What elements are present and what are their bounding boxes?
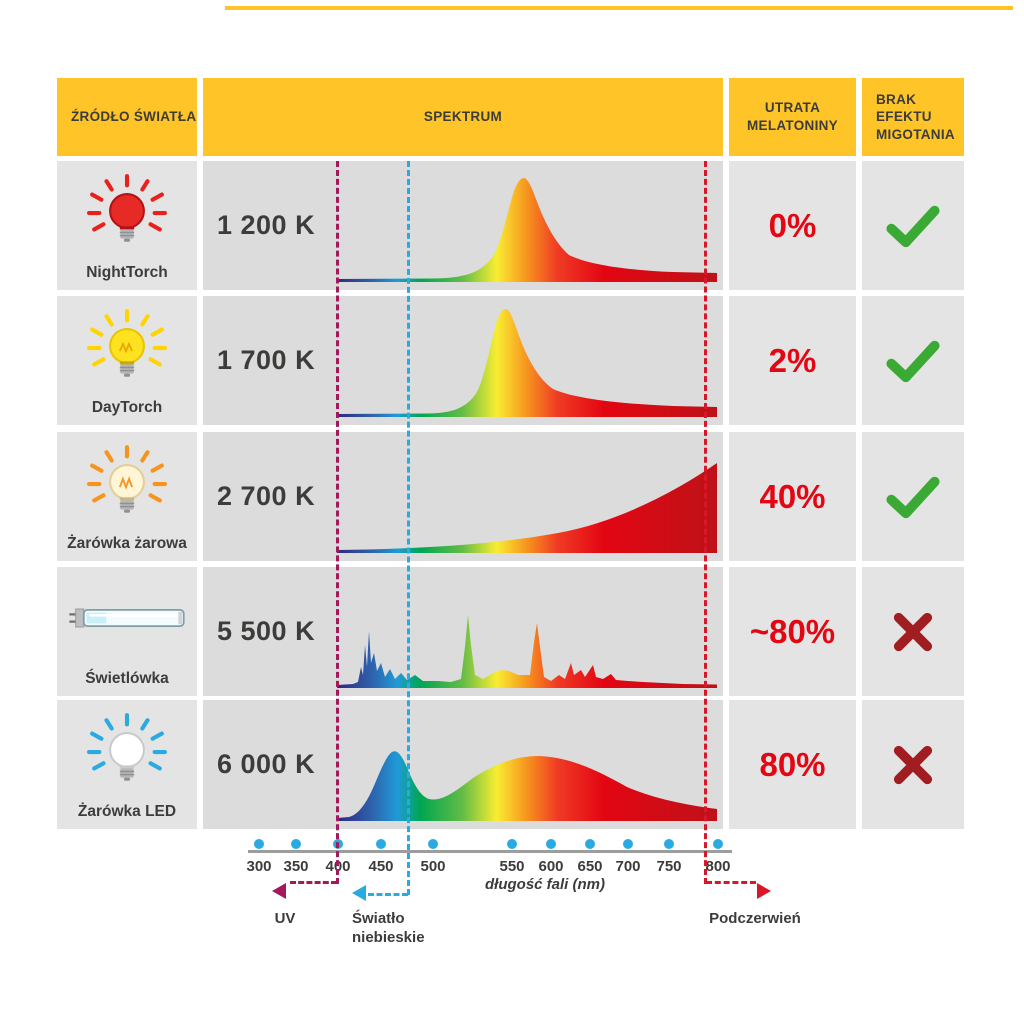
source-cell-fluorescent: Świetlówka [57,567,197,696]
axis-dot [713,839,723,849]
spectrum-plot-6000k [337,751,717,821]
flicker-cell [862,161,964,290]
spectrum-cell-5500k: 5 500 K [203,567,723,696]
axis-dot [585,839,595,849]
flicker-cell [862,296,964,425]
header-flicker-column: BRAK EFEKTU MIGOTANIA [862,78,964,156]
check-icon [886,340,940,382]
check-icon [886,476,940,518]
temperature-label: 6 000 K [217,749,316,779]
blue-light-label: Światło niebieskie [352,910,425,946]
led-bulb-icon [87,713,167,782]
source-cell-daytorch: DayTorch [57,296,197,425]
source-cell-nighttorch: NightTorch [57,161,197,290]
axis-tick-650: 650 [577,858,603,875]
axis-tick-450: 450 [368,858,394,875]
check-icon [886,205,940,247]
uv-arrow-icon [272,883,286,899]
uv-label: UV [274,910,296,927]
axis-tick-700: 700 [615,858,641,875]
temperature-label: 5 500 K [217,616,316,646]
axis-dot [507,839,517,849]
source-name: NightTorch [86,263,168,281]
header-spectrum-column: SPEKTRUM [203,78,723,156]
header-source-column: ŹRÓDŁO ŚWIATŁA [57,78,197,156]
axis-tick-550: 550 [499,858,525,875]
axis-dot [623,839,633,849]
cross-icon [893,745,933,784]
axis-dot [546,839,556,849]
melatonin-value: ~80% [749,612,836,650]
axis-title: długość fali (nm) [485,876,605,893]
spectrum-plot-2700k [337,463,717,553]
source-name: Żarówka LED [77,802,177,820]
cross-icon [893,612,933,651]
axis-dot [664,839,674,849]
melatonin-value: 40% [759,477,826,515]
header-melatonin-label: UTRATA MELATONINY [746,100,838,133]
source-cell-incandescent: Żarówka żarowa [57,432,197,561]
axis-tick-300: 300 [246,858,272,875]
melatonin-cell: 80% [729,700,856,829]
header-spectrum-label: SPEKTRUM [423,109,503,125]
flicker-cell [862,567,964,696]
melatonin-value: 80% [759,745,826,783]
warm-bulb-icon [87,445,167,514]
top-accent-bar [225,6,1013,10]
fluorescent-tube-icon [69,608,185,628]
spectrum-plot-1700k [337,309,717,417]
spectrum-cell-2700k: 2 700 K [203,432,723,561]
spectrum-plot-1200k [337,178,717,282]
spectrum-plot-5500k [337,615,717,688]
source-name: Żarówka żarowa [67,534,187,552]
temperature-label: 1 200 K [217,210,316,240]
axis-dot [291,839,301,849]
melatonin-cell: 0% [729,161,856,290]
uv-boundary-connector [290,881,337,884]
wavelength-axis [248,850,732,853]
uv-boundary-line [336,161,339,884]
melatonin-value: 2% [768,341,817,379]
flicker-cell [862,700,964,829]
infrared-boundary-line [704,161,707,884]
infrared-label: Podczerwień [709,910,801,927]
axis-dot [254,839,264,849]
axis-tick-750: 750 [656,858,682,875]
melatonin-cell: 2% [729,296,856,425]
axis-tick-800: 800 [705,858,731,875]
melatonin-cell: ~80% [729,567,856,696]
blue-light-arrow-icon [352,885,366,901]
axis-dot [428,839,438,849]
source-name: DayTorch [91,398,163,416]
temperature-label: 1 700 K [217,345,316,375]
axis-tick-500: 500 [420,858,446,875]
spectrum-cell-6000k: 6 000 K [203,700,723,829]
spectrum-cell-1200k: 1 200 K [203,161,723,290]
yellow-bulb-icon [87,309,167,378]
infrared-connector [706,881,756,884]
melatonin-value: 0% [768,206,817,244]
infrared-arrow-icon [757,883,771,899]
axis-tick-600: 600 [538,858,564,875]
header-source-label: ŹRÓDŁO ŚWIATŁA [71,109,197,125]
source-name: Świetlówka [85,669,169,687]
axis-dot [376,839,386,849]
red-bulb-icon [87,174,167,243]
temperature-label: 2 700 K [217,481,316,511]
melatonin-cell: 40% [729,432,856,561]
spectrum-cell-1700k: 1 700 K [203,296,723,425]
header-melatonin-column: UTRATA MELATONINY [729,78,856,156]
axis-tick-350: 350 [283,858,309,875]
flicker-cell [862,432,964,561]
blue-light-connector [368,893,408,896]
blue-light-boundary-line [407,161,410,895]
header-flicker-label: BRAK EFEKTU MIGOTANIA [876,91,955,142]
source-cell-led: Żarówka LED [57,700,197,829]
